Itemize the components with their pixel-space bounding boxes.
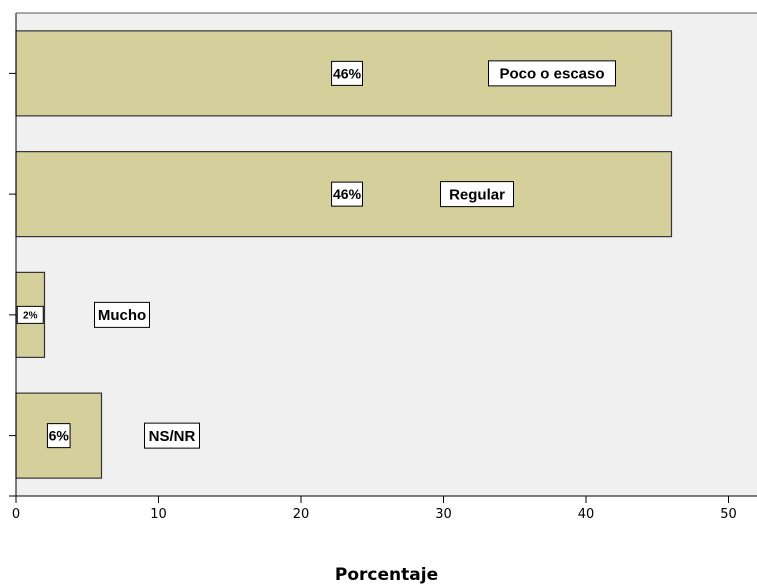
category-label: Poco o escaso	[499, 66, 604, 83]
value-label-box	[16, 305, 44, 324]
x-tick-label: 10	[150, 507, 167, 522]
bar-group: 46% Regular	[15, 151, 673, 238]
category-label-box	[440, 181, 514, 208]
x-tick-label: 20	[293, 507, 310, 522]
x-tick-label: 30	[435, 507, 452, 522]
bars-group: 46% Poco o escaso 46% Regular 2% Mucho 6% NS/NR	[15, 30, 673, 479]
category-label-box	[94, 301, 150, 328]
x-axis-title: Porcentaje	[335, 565, 438, 584]
category-label: Mucho	[98, 307, 146, 324]
bar-group: 46% Poco o escaso	[15, 30, 673, 117]
x-tick-label: 50	[720, 507, 737, 522]
value-label-box	[331, 60, 363, 86]
value-label-box	[46, 423, 71, 449]
value-label-box	[331, 181, 363, 207]
category-label: Regular	[449, 186, 505, 203]
value-label: 46%	[333, 186, 362, 202]
x-axis: 0 10 20 30 40 50	[9, 495, 757, 522]
x-tick-label: 0	[12, 507, 20, 522]
value-label: 46%	[333, 65, 362, 81]
bar-group: 6% NS/NR	[15, 392, 200, 479]
category-label-box	[144, 422, 200, 449]
y-axis	[9, 13, 17, 503]
category-label: NS/NR	[149, 428, 196, 445]
x-tick-label: 40	[578, 507, 595, 522]
category-label-box	[488, 60, 616, 87]
value-label: 2%	[23, 310, 38, 321]
value-label: 6%	[49, 428, 70, 444]
